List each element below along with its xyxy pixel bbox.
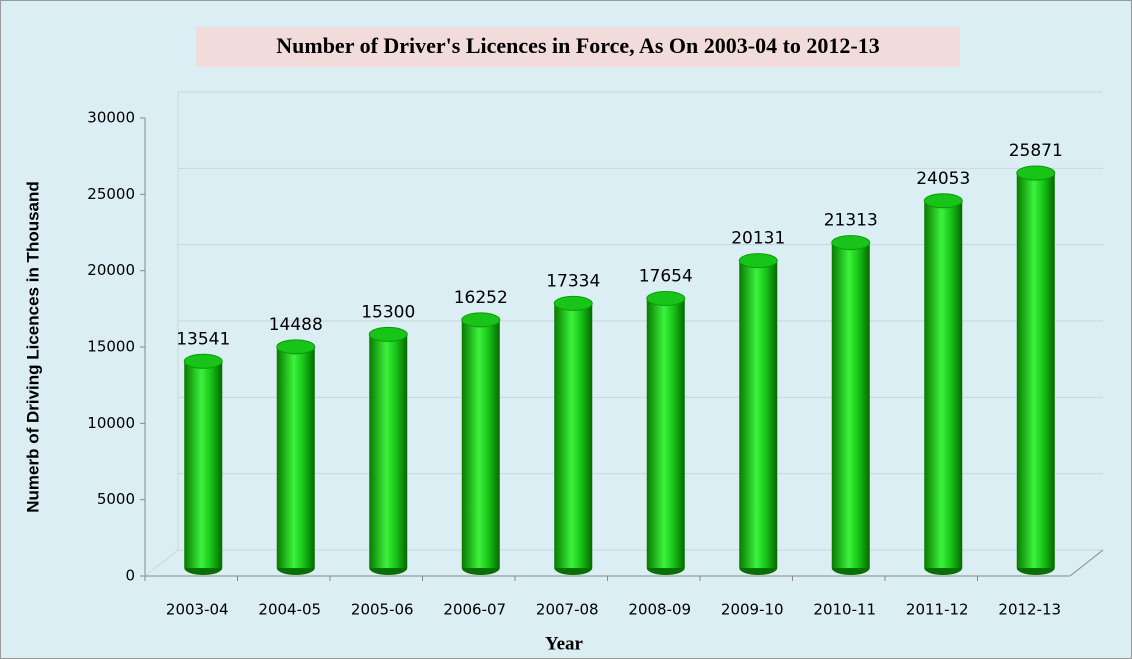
cylinder [276, 339, 316, 575]
y-tick-label: 10000 [87, 414, 135, 432]
cylinder [368, 326, 408, 575]
bar [369, 334, 408, 568]
cylinder [738, 253, 778, 575]
floor-right [1069, 549, 1104, 577]
x-tick-label: 2006-07 [443, 601, 506, 619]
x-tick-label: 2005-06 [351, 601, 414, 619]
bar [1016, 173, 1055, 568]
cylinder [461, 312, 501, 575]
cylinder-top [738, 253, 778, 269]
x-tick-label: 2009-10 [721, 601, 784, 619]
cylinder [923, 193, 963, 575]
x-tick-label: 2003-04 [166, 601, 229, 619]
chart-title: Number of Driver's Licences in Force, As… [276, 33, 880, 58]
cylinder-top [646, 290, 686, 306]
cylinder [831, 235, 871, 575]
value-label: 16252 [454, 288, 508, 308]
x-tick-label: 2010-11 [813, 601, 876, 619]
y-tick-label: 0 [125, 567, 135, 585]
bar [184, 361, 223, 568]
value-label: 17334 [546, 271, 600, 291]
cylinder-top [553, 295, 593, 311]
y-tick-label: 5000 [97, 490, 135, 508]
value-label: 25871 [1009, 141, 1063, 161]
bar [461, 319, 500, 568]
x-tick-label: 2011-12 [906, 601, 969, 619]
y-tick-label: 25000 [87, 185, 135, 203]
value-label: 20131 [731, 229, 785, 249]
cylinder [183, 353, 223, 575]
bar [276, 346, 315, 568]
bar [924, 200, 963, 568]
value-label: 17654 [639, 266, 693, 286]
y-tick-label: 20000 [87, 261, 135, 279]
cylinder-top [461, 312, 501, 328]
cylinder [1016, 165, 1056, 575]
y-tick-label: 30000 [87, 109, 135, 127]
cylinder-top [1016, 165, 1056, 181]
value-label: 24053 [916, 169, 970, 189]
x-tick-label: 2012-13 [998, 601, 1061, 619]
y-tick-label: 15000 [87, 338, 135, 356]
value-label: 21313 [824, 211, 878, 231]
bar [646, 298, 685, 568]
cylinder-top [923, 193, 963, 209]
cylinder-top [276, 339, 316, 355]
x-axis-label: Year [545, 633, 584, 654]
bar [831, 242, 870, 569]
y-axis-label: Numerb of Driving Licences in Thousand [23, 181, 42, 513]
bar [554, 303, 593, 568]
x-tick-label: 2004-05 [258, 601, 321, 619]
bar [739, 260, 778, 568]
value-label: 14488 [269, 315, 323, 335]
floor-left [144, 549, 179, 577]
cylinder [553, 295, 593, 575]
x-tick-label: 2008-09 [628, 601, 691, 619]
cylinder-top [183, 353, 223, 369]
cylinder-top [368, 326, 408, 342]
title-box [196, 27, 960, 67]
cylinder-top [831, 235, 871, 251]
value-label: 15300 [361, 302, 415, 322]
value-label: 13541 [176, 329, 230, 349]
cylinder [646, 290, 686, 575]
x-tick-label: 2007-08 [536, 601, 599, 619]
